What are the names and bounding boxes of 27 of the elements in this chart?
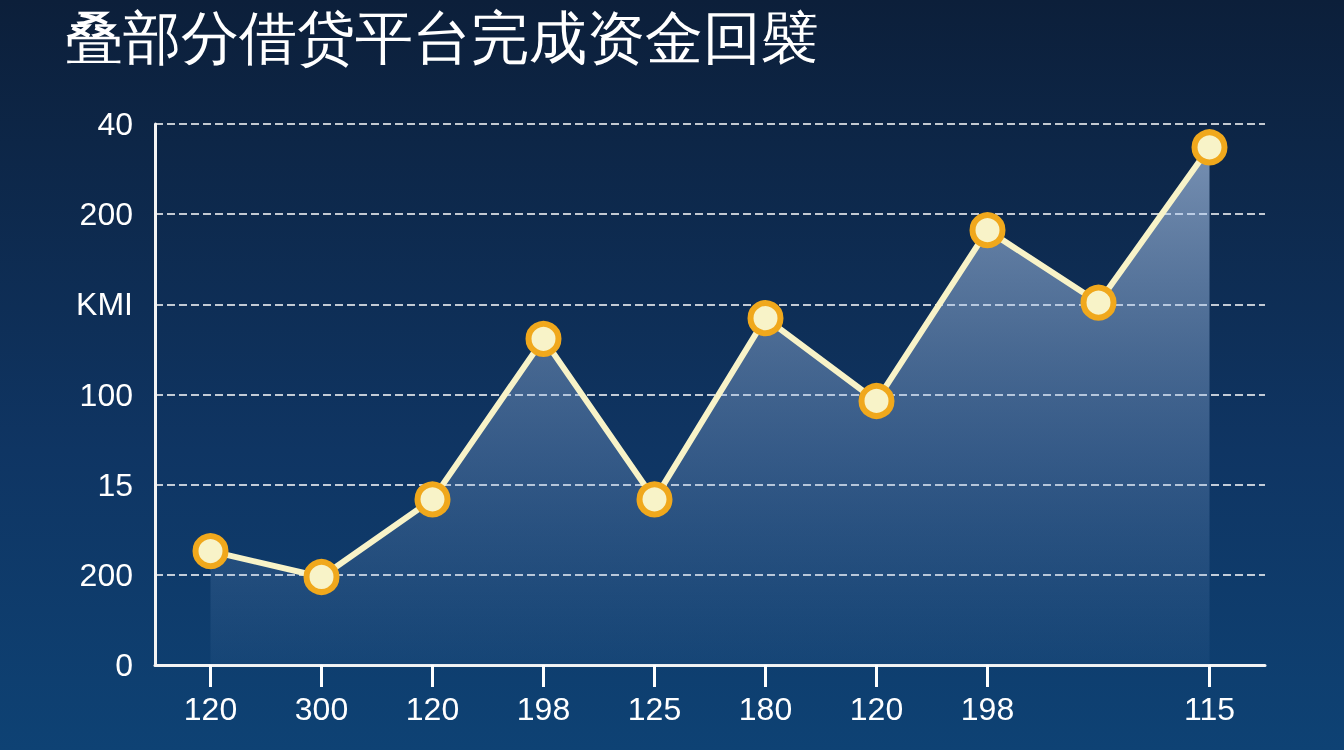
point [414, 481, 451, 518]
text: 200 [79, 556, 133, 593]
text: 0 [115, 647, 133, 683]
text: 200 [79, 196, 133, 233]
x-tick-label: 198 [960, 691, 1015, 727]
x-tick-label: 198 [516, 691, 571, 727]
point [969, 212, 1006, 249]
x-tick-label: 120 [405, 691, 460, 727]
x-tick-label: 300 [294, 691, 349, 727]
x-tick-label: 180 [738, 691, 793, 727]
point [747, 300, 784, 337]
chart-title: 叠部分借贷平台完成资金回襞 [65, 4, 819, 72]
text: 40 [97, 106, 133, 142]
point [303, 559, 340, 595]
text: 15 [97, 466, 133, 503]
point [1191, 129, 1228, 166]
point [1080, 284, 1117, 321]
text: 100 [79, 376, 133, 413]
point [858, 382, 895, 419]
point [636, 481, 673, 518]
x-tick-label: 120 [849, 691, 904, 727]
point [192, 533, 229, 570]
x-tick-label: 125 [627, 691, 682, 727]
x-tick-label: 120 [183, 691, 238, 727]
text: KMI [76, 286, 133, 323]
point [525, 320, 562, 357]
x-tick-label: 115 [1183, 691, 1236, 727]
